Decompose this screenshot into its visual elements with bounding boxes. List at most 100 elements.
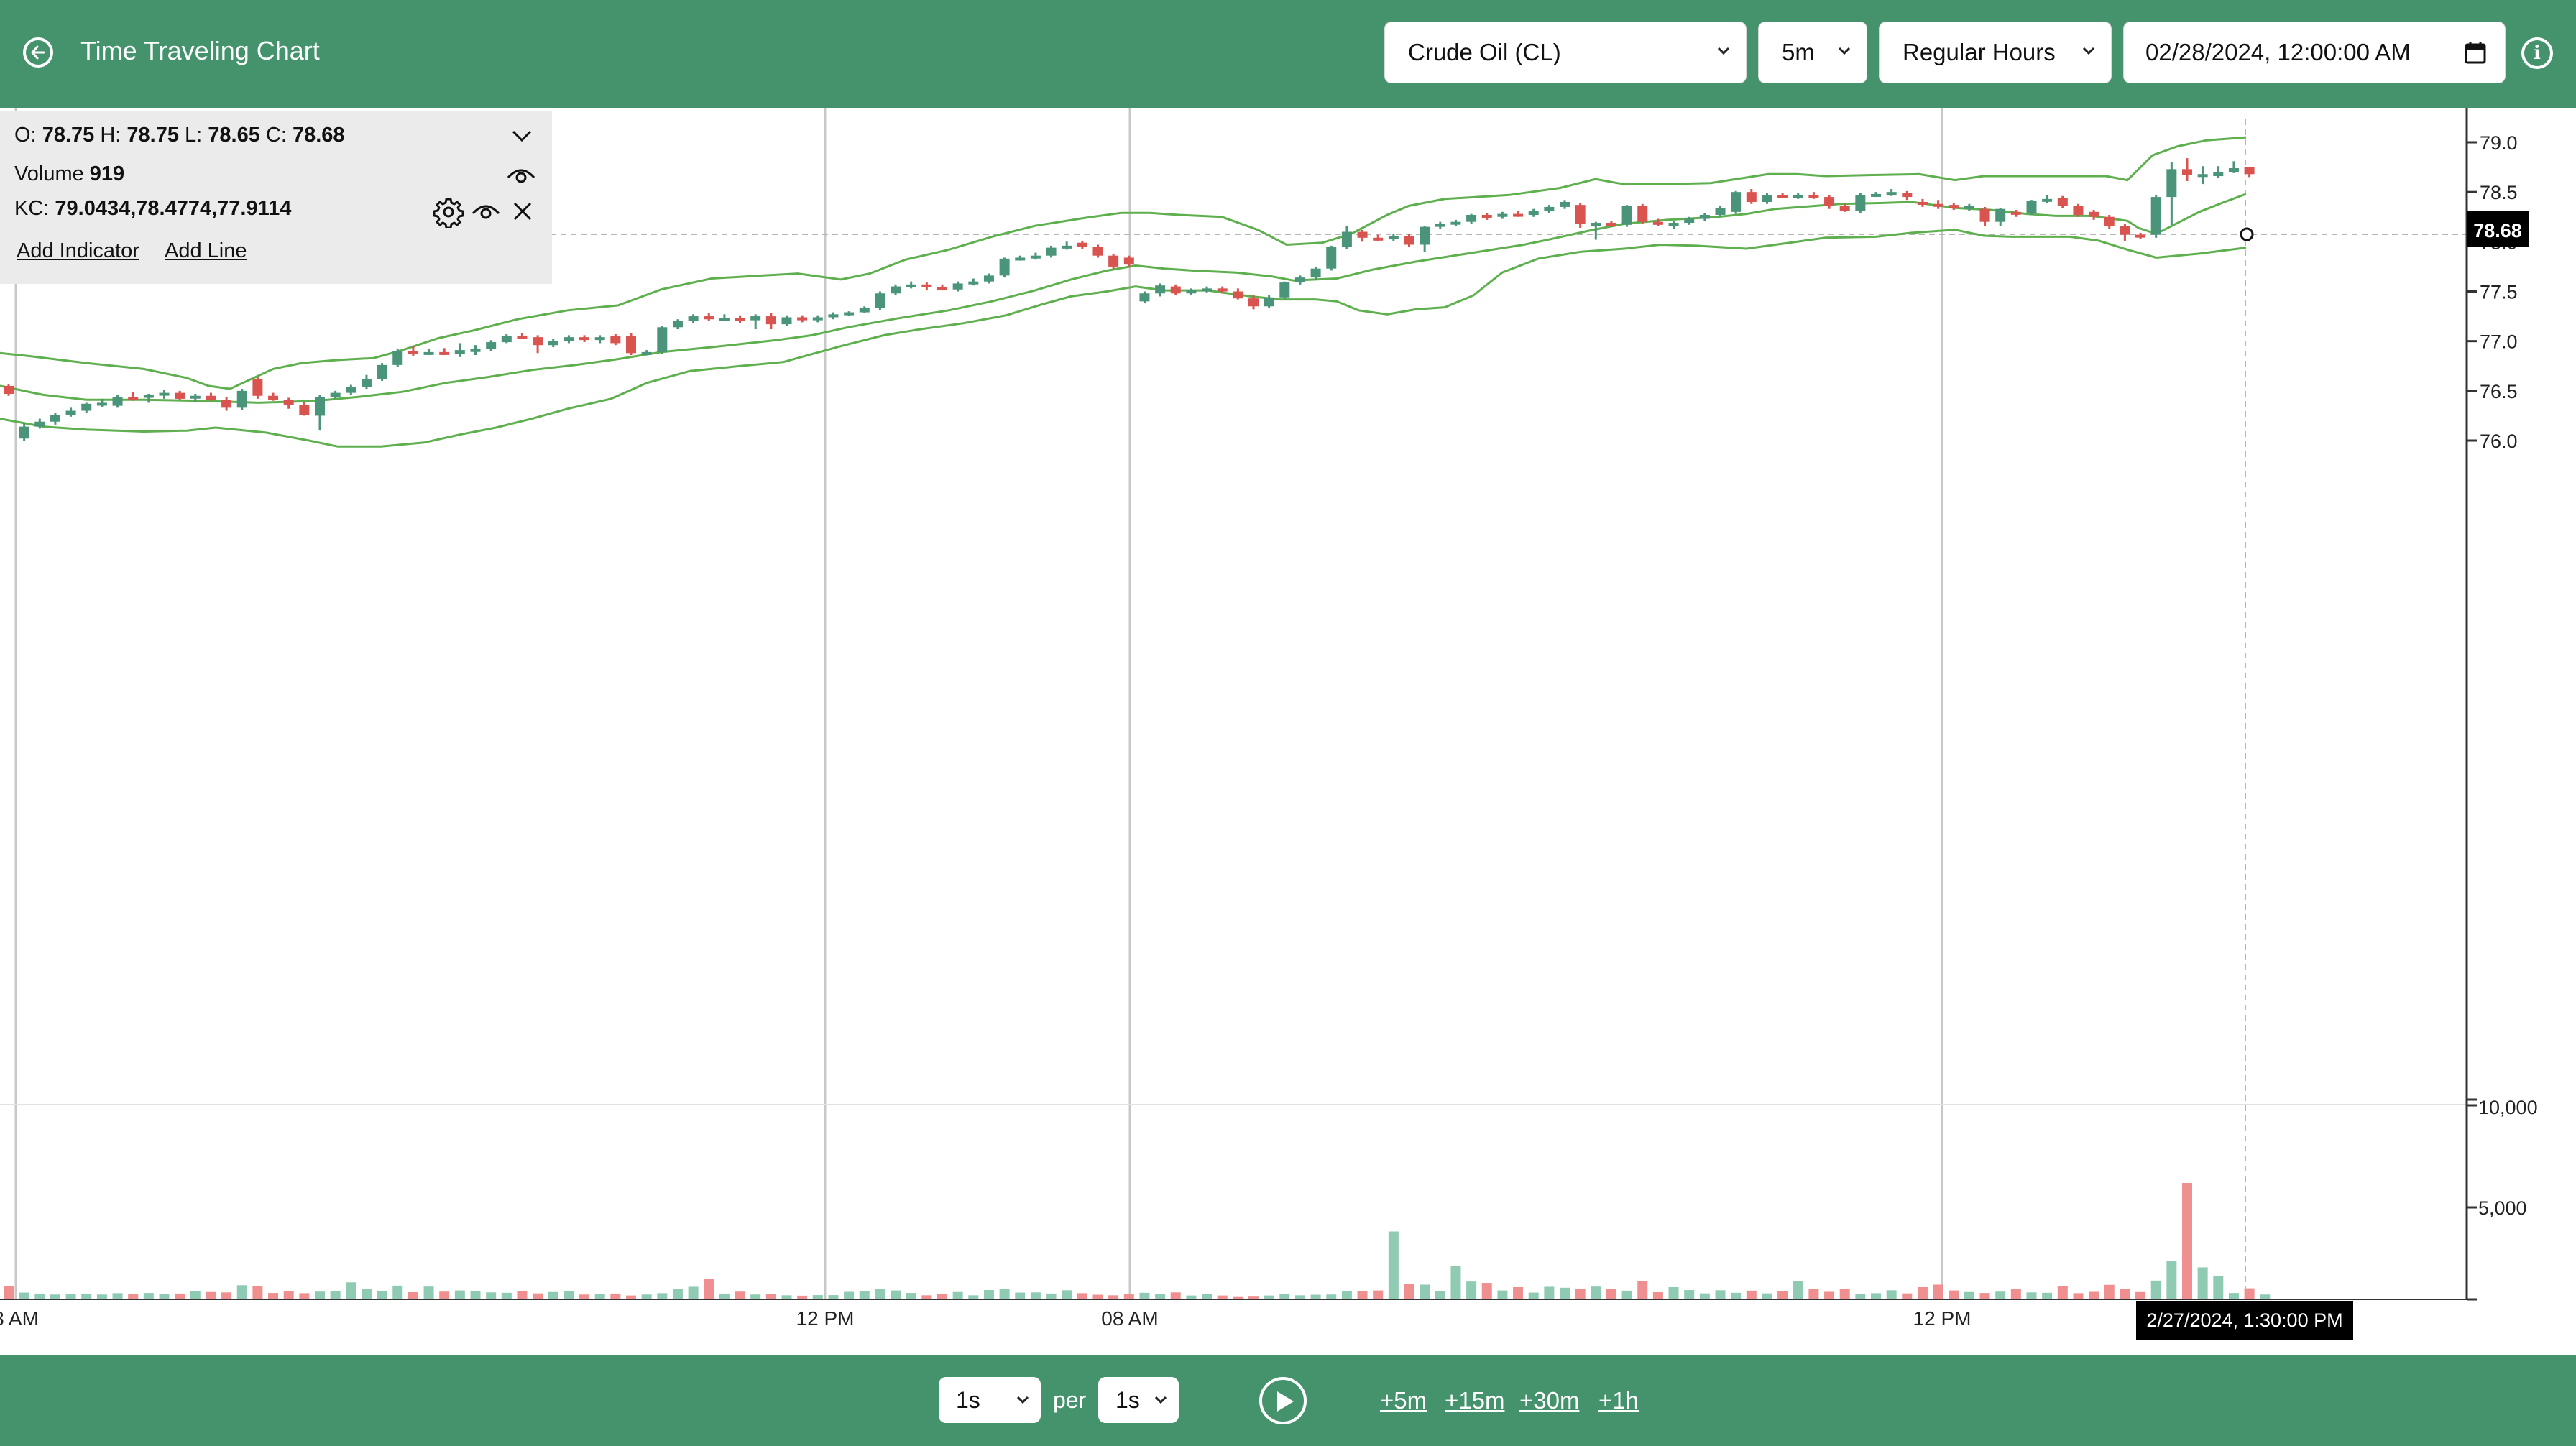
candle-body: [1139, 293, 1150, 302]
volume-bar: [1435, 1291, 1445, 1299]
volume-bar: [875, 1289, 886, 1299]
close-value: 78.68: [292, 124, 345, 147]
candle-body: [1388, 236, 1399, 239]
play-button[interactable]: [1259, 1377, 1307, 1424]
volume-bar: [1466, 1281, 1477, 1299]
volume-row: Volume 919: [14, 162, 124, 186]
candle-body: [1560, 202, 1570, 207]
interval-select[interactable]: 5m: [1758, 22, 1867, 83]
volume-tick-label: 5,000: [2478, 1197, 2527, 1219]
volume-bar: [1808, 1289, 1819, 1299]
volume-bar: [983, 1290, 994, 1299]
candle-body: [1062, 245, 1072, 249]
volume-bar: [704, 1279, 714, 1299]
candle-body: [2166, 169, 2177, 198]
gear-icon[interactable]: [433, 196, 464, 228]
eye-icon[interactable]: [471, 202, 501, 221]
volume-bar: [1248, 1296, 1259, 1299]
candle-body: [128, 397, 139, 400]
app-title: Time Traveling Chart: [80, 36, 320, 65]
speed-select[interactable]: 1s: [939, 1377, 1041, 1423]
chevron-down-icon: [1016, 1396, 1029, 1404]
volume-bar: [1715, 1290, 1726, 1299]
volume-bar: [1139, 1292, 1150, 1299]
volume-bar: [1497, 1290, 1508, 1299]
volume-bar: [1668, 1286, 1679, 1299]
chevron-down-icon: [1717, 47, 1730, 55]
chevron-down-icon[interactable]: [510, 129, 533, 143]
candle-body: [579, 337, 590, 341]
volume-bar: [346, 1282, 356, 1299]
candle-body: [408, 351, 418, 354]
interval-select-value: 5m: [1782, 39, 1815, 65]
volume-bar: [641, 1294, 652, 1299]
candle-body: [2042, 198, 2053, 202]
volume-bar: [1762, 1293, 1772, 1299]
volume-label: Volume: [14, 162, 84, 185]
price-tick-label: 77.0: [2480, 331, 2518, 353]
eye-icon[interactable]: [506, 166, 536, 185]
volume-bar: [2182, 1183, 2192, 1299]
volume-bar: [2228, 1293, 2239, 1299]
candle-body: [159, 392, 170, 396]
volume-bar: [2260, 1294, 2271, 1299]
info-icon[interactable]: i: [2521, 37, 2553, 69]
session-select[interactable]: Regular Hours: [1879, 22, 2112, 83]
candle-body: [1668, 223, 1679, 226]
candle-body: [2228, 167, 2239, 172]
candle-body: [392, 351, 403, 365]
volume-bar: [1077, 1293, 1087, 1299]
candle-body: [1995, 208, 2006, 222]
per-label: per: [1053, 1387, 1087, 1413]
volume-bar: [96, 1294, 107, 1299]
candle-body: [2104, 216, 2115, 226]
candle-body: [4, 385, 14, 394]
volume-bar: [952, 1291, 963, 1299]
volume-bar: [1481, 1283, 1492, 1299]
close-icon[interactable]: [512, 201, 533, 222]
volume-bar: [2197, 1267, 2208, 1299]
candle-body: [486, 342, 497, 349]
candle-body: [1030, 255, 1041, 259]
jump-1h-link[interactable]: +1h: [1598, 1387, 1639, 1414]
volume-bar: [1388, 1231, 1399, 1299]
add-indicator-link[interactable]: Add Indicator: [17, 239, 139, 262]
volume-bar: [672, 1289, 683, 1299]
volume-bars: [4, 1183, 2271, 1299]
jump-5m-link[interactable]: +5m: [1380, 1387, 1427, 1414]
volume-bar: [283, 1291, 294, 1299]
jump-15m-link[interactable]: +15m: [1445, 1387, 1505, 1414]
candle-body: [2150, 197, 2161, 235]
candle-body: [1793, 195, 1803, 198]
volume-bar: [2057, 1286, 2068, 1299]
volume-bar: [1294, 1295, 1305, 1299]
candle-body: [750, 316, 761, 321]
candle-body: [533, 337, 543, 346]
back-arrow-icon[interactable]: [23, 37, 53, 68]
candle-body: [1202, 288, 1213, 292]
price-chart[interactable]: 79.078.578.077.577.076.576.0 10,000 5,00…: [0, 108, 2576, 1355]
candle-body: [1886, 192, 1897, 195]
jump-30m-link[interactable]: +30m: [1519, 1387, 1580, 1414]
candle-body: [501, 336, 512, 343]
candle-body: [19, 426, 29, 439]
datetime-input[interactable]: 02/28/2024, 12:00:00 AM: [2123, 22, 2506, 83]
volume-bar: [361, 1289, 372, 1299]
volume-bar: [781, 1295, 792, 1299]
candle-body: [65, 410, 76, 415]
volume-bar: [1902, 1293, 1913, 1299]
candle-body: [704, 316, 714, 320]
candle-body: [672, 321, 683, 328]
kc-row: KC: 79.0434,78.4774,77.9114: [14, 197, 291, 221]
calendar-icon[interactable]: [2465, 41, 2486, 64]
symbol-select[interactable]: Crude Oil (CL): [1384, 22, 1747, 83]
candle-body: [1279, 282, 1290, 298]
volume-bar: [1217, 1295, 1228, 1299]
per-select[interactable]: 1s: [1098, 1377, 1179, 1423]
volume-bar: [1949, 1290, 1959, 1299]
candle-body: [1917, 202, 1928, 205]
volume-value: 919: [89, 162, 125, 185]
candle-body: [968, 281, 979, 285]
candle-body: [891, 286, 901, 294]
add-line-link[interactable]: Add Line: [165, 239, 247, 262]
